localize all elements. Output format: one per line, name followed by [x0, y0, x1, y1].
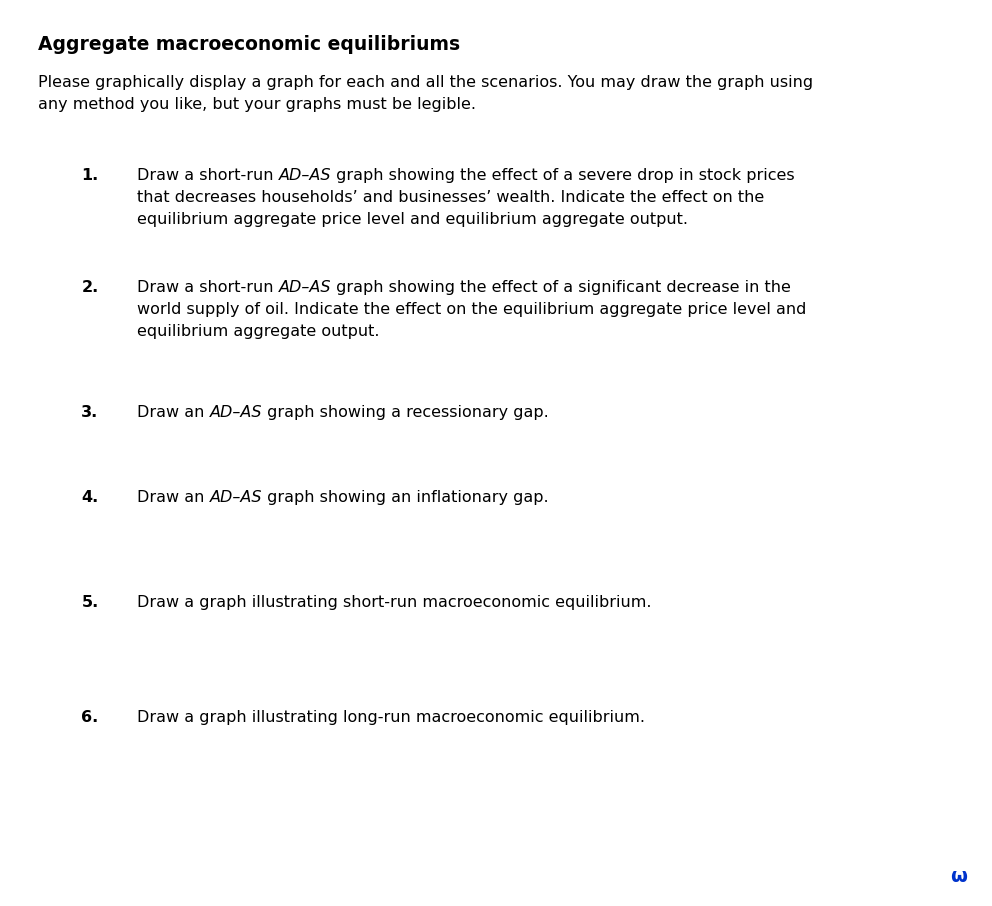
Text: AD–AS: AD–AS: [279, 280, 331, 295]
Text: Draw an: Draw an: [137, 490, 209, 505]
Text: graph showing an inflationary gap.: graph showing an inflationary gap.: [262, 490, 549, 505]
Text: Draw a graph illustrating short-run macroeconomic equilibrium.: Draw a graph illustrating short-run macr…: [137, 595, 652, 610]
Text: equilibrium aggregate output.: equilibrium aggregate output.: [137, 324, 379, 339]
Text: AD–AS: AD–AS: [209, 490, 262, 505]
Text: AD–AS: AD–AS: [209, 405, 262, 420]
Text: Aggregate macroeconomic equilibriums: Aggregate macroeconomic equilibriums: [38, 35, 460, 54]
Text: Draw a short-run: Draw a short-run: [137, 168, 279, 183]
Text: 5.: 5.: [81, 595, 98, 610]
Text: 1.: 1.: [81, 168, 98, 183]
Text: 6.: 6.: [81, 710, 98, 725]
Text: Draw a short-run: Draw a short-run: [137, 280, 279, 295]
Text: Draw a graph illustrating long-run macroeconomic equilibrium.: Draw a graph illustrating long-run macro…: [137, 710, 645, 725]
Text: AD–AS: AD–AS: [279, 168, 331, 183]
Text: Draw an: Draw an: [137, 405, 209, 420]
Text: ω: ω: [950, 867, 967, 886]
Text: any method you like, but your graphs must be legible.: any method you like, but your graphs mus…: [38, 97, 476, 112]
Text: 2.: 2.: [81, 280, 98, 295]
Text: 3.: 3.: [81, 405, 98, 420]
Text: graph showing a recessionary gap.: graph showing a recessionary gap.: [262, 405, 549, 420]
Text: graph showing the effect of a significant decrease in the: graph showing the effect of a significan…: [331, 280, 791, 295]
Text: 4.: 4.: [81, 490, 98, 505]
Text: graph showing the effect of a severe drop in stock prices: graph showing the effect of a severe dro…: [331, 168, 795, 183]
Text: world supply of oil. Indicate the effect on the equilibrium aggregate price leve: world supply of oil. Indicate the effect…: [137, 302, 806, 317]
Text: Please graphically display a graph for each and all the scenarios. You may draw : Please graphically display a graph for e…: [38, 75, 812, 90]
Text: that decreases households’ and businesses’ wealth. Indicate the effect on the: that decreases households’ and businesse…: [137, 190, 764, 205]
Text: equilibrium aggregate price level and equilibrium aggregate output.: equilibrium aggregate price level and eq…: [137, 212, 687, 227]
